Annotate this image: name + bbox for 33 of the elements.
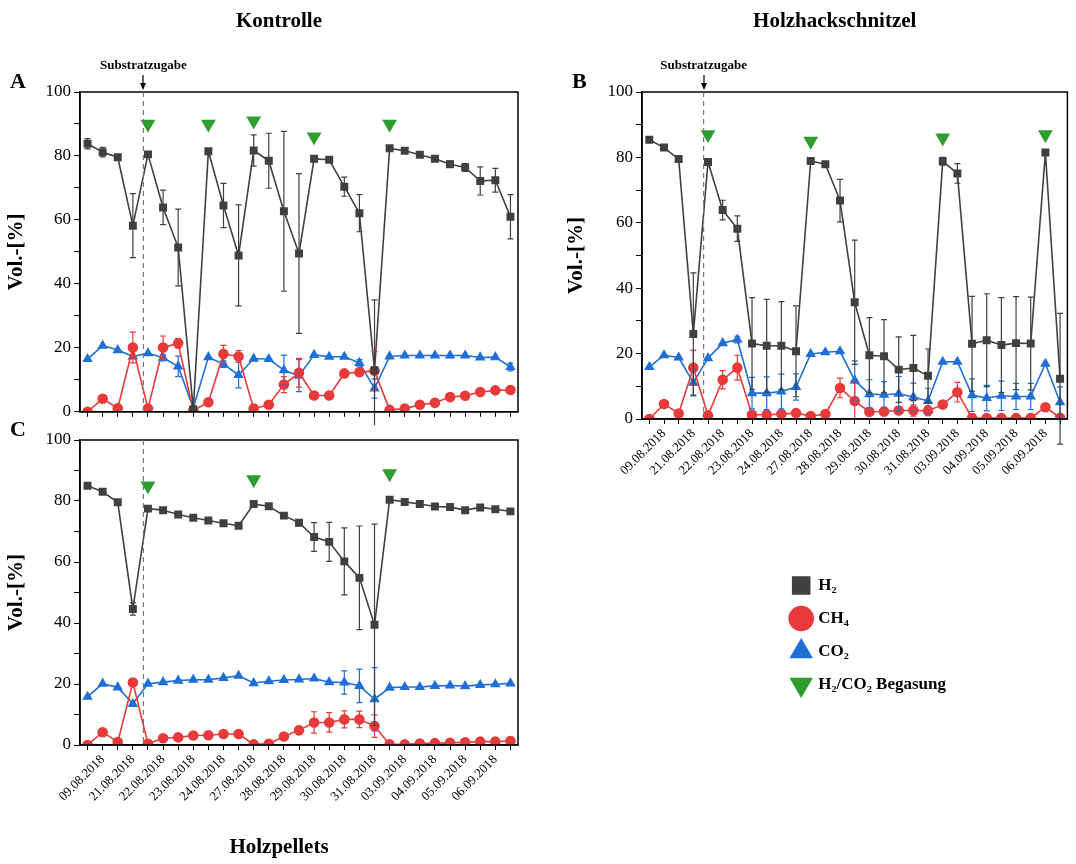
legend-label: H₂ (818, 574, 837, 594)
y-tick-label: 20 (54, 673, 71, 693)
y-tick-label: 60 (616, 212, 633, 232)
text: Holzpellets (229, 834, 329, 859)
y-tick-label: 80 (54, 145, 71, 165)
text: Substratzugabe (660, 56, 748, 72)
y-tick-label: 20 (616, 343, 633, 363)
chart-title: Kontrolle (236, 8, 322, 33)
y-tick-label: 60 (54, 209, 71, 229)
text: A (10, 67, 26, 93)
chart-title: Holzhackschnitzel (753, 8, 917, 33)
legend-label: H₂/CO₂ Begasung (818, 673, 947, 693)
y-tick-label: 0 (624, 408, 633, 428)
y-axis-title: Vol.-[%] (3, 213, 28, 291)
y-tick-label: 80 (616, 146, 633, 166)
text: B (572, 67, 587, 93)
y-tick-label: 0 (62, 734, 71, 754)
y-tick-label: 100 (607, 81, 633, 101)
y-tick-label: 40 (54, 612, 71, 632)
legend-label: CO₂ (818, 640, 849, 660)
y-tick-label: 100 (45, 429, 71, 449)
y-tick-label: 20 (54, 337, 71, 357)
y-axis-title: Vol.-[%] (563, 217, 588, 294)
y-tick-label: 80 (54, 490, 71, 510)
y-axis-title: Vol.-[%] (3, 554, 28, 631)
text: C (10, 415, 26, 441)
legend-label: CH₄ (818, 607, 849, 627)
y-tick-label: 40 (616, 277, 633, 297)
y-tick-label: 60 (54, 551, 71, 571)
y-tick-label: 0 (62, 401, 71, 421)
text: Substratzugabe (100, 56, 187, 72)
y-tick-label: 100 (45, 81, 71, 101)
y-tick-label: 40 (54, 273, 71, 293)
